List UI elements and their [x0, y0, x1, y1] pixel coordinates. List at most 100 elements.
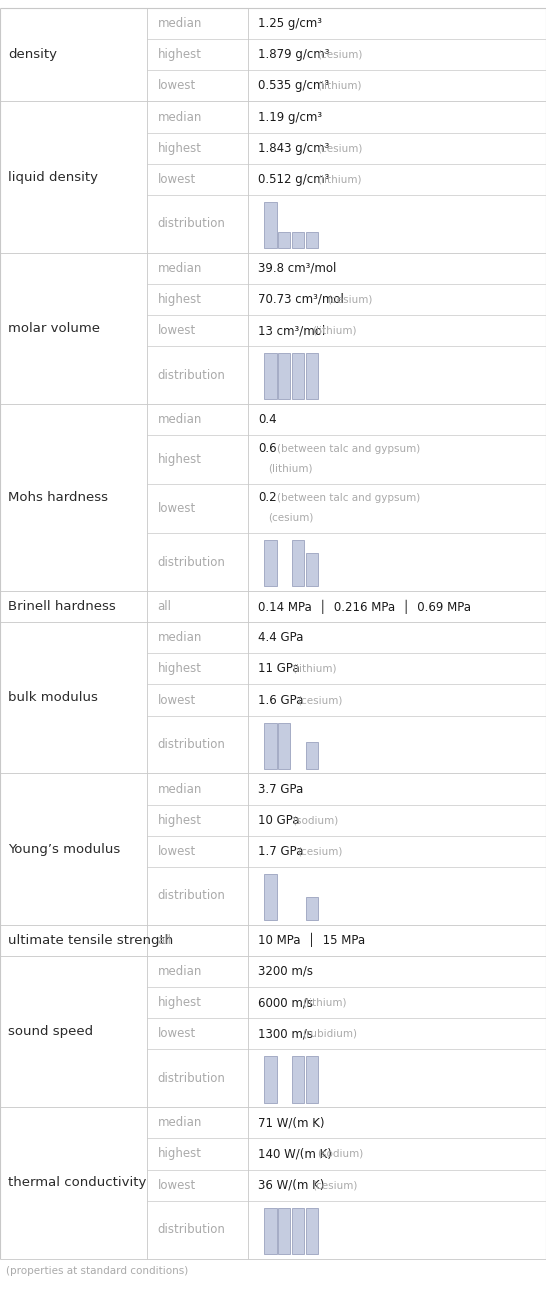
Text: 6000 m/s: 6000 m/s	[258, 997, 313, 1010]
Text: (cesium): (cesium)	[317, 50, 363, 59]
Text: all: all	[157, 933, 171, 946]
Bar	[306, 554, 318, 586]
Bar	[264, 1056, 276, 1103]
Text: highest: highest	[157, 293, 201, 306]
Text: molar volume: molar volume	[8, 321, 100, 334]
Text: 13 cm³/mol: 13 cm³/mol	[258, 324, 325, 337]
Text: (rubidium): (rubidium)	[302, 1029, 358, 1039]
Bar	[292, 540, 304, 586]
Text: (lithium): (lithium)	[293, 664, 337, 674]
Bar	[264, 723, 276, 769]
Text: 1.19 g/cm³: 1.19 g/cm³	[258, 111, 323, 124]
Text: lowest: lowest	[157, 324, 195, 337]
Text: distribution: distribution	[157, 738, 225, 751]
Text: 0.2: 0.2	[258, 492, 277, 505]
Text: distribution: distribution	[157, 1223, 225, 1235]
Text: lowest: lowest	[157, 502, 195, 515]
Bar	[278, 354, 290, 399]
Text: 1.25 g/cm³: 1.25 g/cm³	[258, 17, 323, 30]
Text: median: median	[157, 413, 202, 426]
Text: 0.512 g/cm³: 0.512 g/cm³	[258, 173, 330, 186]
Bar	[292, 1056, 304, 1103]
Text: highest: highest	[157, 142, 201, 155]
Text: (cesium): (cesium)	[328, 294, 373, 305]
Text: (cesium): (cesium)	[298, 695, 343, 705]
Text: highest: highest	[157, 662, 201, 675]
Text: 10 GPa: 10 GPa	[258, 813, 300, 826]
Text: 0.535 g/cm³: 0.535 g/cm³	[258, 79, 330, 93]
Text: (properties at standard conditions): (properties at standard conditions)	[6, 1265, 188, 1276]
Text: median: median	[157, 111, 202, 124]
Text: 3.7 GPa: 3.7 GPa	[258, 782, 304, 795]
Text: lowest: lowest	[157, 79, 195, 93]
Bar	[278, 1207, 290, 1254]
Text: median: median	[157, 964, 202, 979]
Bar	[306, 1056, 318, 1103]
Text: bulk modulus: bulk modulus	[8, 691, 98, 705]
Text: ultimate tensile strength: ultimate tensile strength	[8, 933, 173, 946]
Bar	[264, 354, 276, 399]
Text: lowest: lowest	[157, 844, 195, 857]
Text: (lithium): (lithium)	[302, 998, 347, 1008]
Text: highest: highest	[157, 453, 201, 466]
Text: liquid density: liquid density	[8, 170, 98, 183]
Text: highest: highest	[157, 48, 201, 61]
Text: lowest: lowest	[157, 693, 195, 706]
Bar	[306, 232, 318, 248]
Text: (sodium): (sodium)	[317, 1149, 364, 1159]
Bar	[306, 1207, 318, 1254]
Text: (cesium): (cesium)	[269, 513, 314, 523]
Text: 39.8 cm³/mol: 39.8 cm³/mol	[258, 262, 337, 275]
Bar	[278, 232, 290, 248]
Text: distribution: distribution	[157, 369, 225, 382]
Bar	[278, 723, 290, 769]
Text: (lithium): (lithium)	[312, 325, 357, 336]
Text: 70.73 cm³/mol: 70.73 cm³/mol	[258, 293, 345, 306]
Text: 1.7 GPa: 1.7 GPa	[258, 844, 304, 857]
Text: distribution: distribution	[157, 889, 225, 902]
Bar	[264, 874, 276, 920]
Text: lowest: lowest	[157, 1179, 195, 1192]
Bar	[292, 232, 304, 248]
Text: distribution: distribution	[157, 217, 225, 230]
Text: (lithium): (lithium)	[317, 81, 362, 90]
Text: distribution: distribution	[157, 555, 225, 568]
Bar	[292, 354, 304, 399]
Text: median: median	[157, 1117, 202, 1130]
Bar	[306, 742, 318, 769]
Text: 71 W/(m K): 71 W/(m K)	[258, 1117, 325, 1130]
Bar	[264, 201, 276, 248]
Text: median: median	[157, 631, 202, 644]
Bar	[306, 354, 318, 399]
Text: 140 W/(m K): 140 W/(m K)	[258, 1148, 333, 1161]
Text: 1.879 g/cm³: 1.879 g/cm³	[258, 48, 330, 61]
Text: (cesium): (cesium)	[317, 143, 363, 154]
Text: 1300 m/s: 1300 m/s	[258, 1028, 313, 1041]
Text: 4.4 GPa: 4.4 GPa	[258, 631, 304, 644]
Text: median: median	[157, 17, 202, 30]
Text: 0.6: 0.6	[258, 443, 277, 456]
Text: (lithium): (lithium)	[317, 174, 362, 185]
Text: 36 W/(m K): 36 W/(m K)	[258, 1179, 325, 1192]
Text: (between talc and gypsum): (between talc and gypsum)	[277, 493, 420, 503]
Text: 0.14 MPa  │  0.216 MPa  │  0.69 MPa: 0.14 MPa │ 0.216 MPa │ 0.69 MPa	[258, 599, 471, 613]
Text: density: density	[8, 48, 57, 61]
Text: Mohs hardness: Mohs hardness	[8, 491, 108, 503]
Text: (cesium): (cesium)	[298, 847, 343, 856]
Text: median: median	[157, 782, 202, 795]
Bar	[264, 1207, 276, 1254]
Text: sound speed: sound speed	[8, 1025, 93, 1038]
Bar	[292, 1207, 304, 1254]
Text: Young’s modulus: Young’s modulus	[8, 843, 120, 856]
Text: (between talc and gypsum): (between talc and gypsum)	[277, 444, 420, 454]
Text: 1.843 g/cm³: 1.843 g/cm³	[258, 142, 330, 155]
Text: 1.6 GPa: 1.6 GPa	[258, 693, 304, 706]
Text: highest: highest	[157, 997, 201, 1010]
Text: (cesium): (cesium)	[312, 1180, 358, 1190]
Text: 3200 m/s: 3200 m/s	[258, 964, 313, 979]
Text: 0.4: 0.4	[258, 413, 277, 426]
Text: 10 MPa  │  15 MPa: 10 MPa │ 15 MPa	[258, 933, 366, 948]
Text: highest: highest	[157, 813, 201, 826]
Text: 11 GPa: 11 GPa	[258, 662, 300, 675]
Text: median: median	[157, 262, 202, 275]
